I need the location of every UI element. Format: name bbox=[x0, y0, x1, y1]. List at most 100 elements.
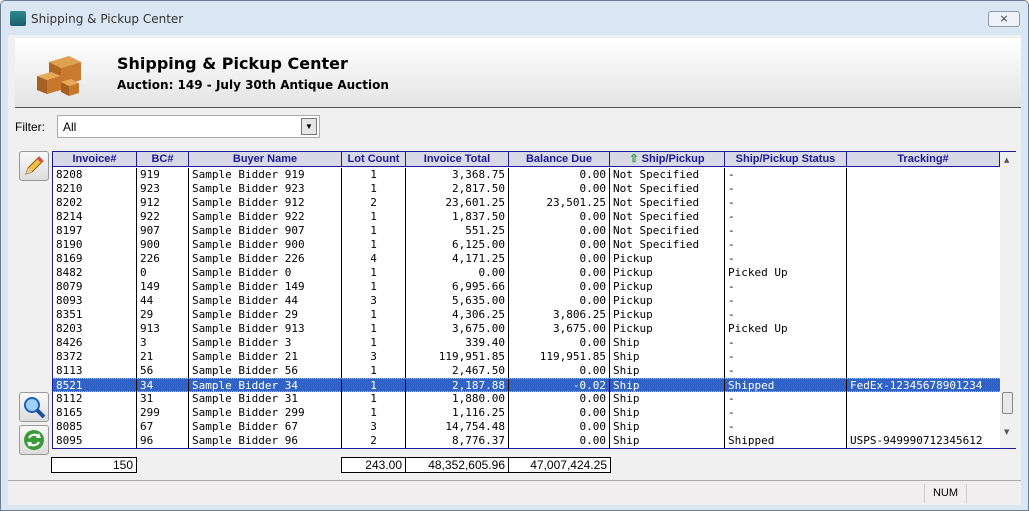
column-header-bc[interactable]: BC# bbox=[137, 152, 189, 167]
scroll-thumb[interactable] bbox=[1002, 392, 1013, 414]
cell-ship-status: - bbox=[725, 350, 847, 364]
column-header-invoice[interactable]: Invoice# bbox=[53, 152, 137, 167]
table-row[interactable]: 8210 923 Sample Bidder 923 1 2,817.50 0.00 Not… bbox=[53, 182, 1000, 196]
cell-lot-count: 1 bbox=[342, 392, 406, 406]
table-row[interactable]: 8482 0 Sample Bidder 0 1 0.00 0.00 Pickup Picke… bbox=[53, 266, 1000, 280]
table-row[interactable]: 8214 922 Sample Bidder 922 1 1,837.50 0.00 Not… bbox=[53, 210, 1000, 224]
status-bar: NUM bbox=[8, 480, 1021, 504]
table-row[interactable]: 8095 96 Sample Bidder 96 2 8,776.37 0.00 Ship S… bbox=[53, 434, 1000, 448]
table-row[interactable]: 8426 3 Sample Bidder 3 1 339.40 0.00 Ship - bbox=[53, 336, 1000, 350]
cell-buyer: Sample Bidder 149 bbox=[189, 280, 342, 294]
dropdown-arrow-icon[interactable]: ▼ bbox=[301, 118, 317, 135]
column-header-lot-count[interactable]: Lot Count bbox=[342, 152, 406, 167]
cell-ship-pickup: Ship bbox=[610, 420, 725, 434]
cell-invoice: 8372 bbox=[53, 350, 137, 364]
scroll-up-icon[interactable]: ▲ bbox=[1004, 156, 1010, 164]
column-header-ship-status[interactable]: Ship/Pickup Status bbox=[725, 152, 847, 167]
cell-lot-count: 1 bbox=[342, 308, 406, 322]
table-row[interactable]: 8202 912 Sample Bidder 912 2 23,601.25 23,501… bbox=[53, 196, 1000, 210]
cell-buyer: Sample Bidder 34 bbox=[189, 379, 342, 393]
table-row[interactable]: 8197 907 Sample Bidder 907 1 551.25 0.00 Not S… bbox=[53, 224, 1000, 238]
cell-balance-due: 0.00 bbox=[509, 182, 610, 196]
column-header-label: Ship/Pickup bbox=[641, 153, 705, 165]
column-header-label: Ship/Pickup Status bbox=[735, 153, 836, 165]
cell-ship-status: - bbox=[725, 224, 847, 238]
cell-bc: 900 bbox=[137, 238, 189, 252]
table-row[interactable]: 8372 21 Sample Bidder 21 3 119,951.85 119,951… bbox=[53, 350, 1000, 364]
cell-ship-pickup: Pickup bbox=[610, 280, 725, 294]
total-balance: 47,007,424.25 bbox=[508, 457, 611, 473]
table-row[interactable]: 8521 34 Sample Bidder 34 1 2,187.88 -0.02 Ship… bbox=[53, 378, 1000, 393]
table-row[interactable]: 8079 149 Sample Bidder 149 1 6,995.66 0.00 Pic… bbox=[53, 280, 1000, 294]
cell-tracking bbox=[847, 308, 1000, 322]
column-header-buyer[interactable]: Buyer Name bbox=[189, 152, 342, 167]
table-row[interactable]: 8203 913 Sample Bidder 913 1 3,675.00 3,675.0… bbox=[53, 322, 1000, 336]
cell-tracking bbox=[847, 420, 1000, 434]
cell-bc: 56 bbox=[137, 364, 189, 378]
cell-bc: 0 bbox=[137, 266, 189, 280]
table-row[interactable]: 8085 67 Sample Bidder 67 3 14,754.48 0.00 Ship… bbox=[53, 420, 1000, 434]
cell-balance-due: 0.00 bbox=[509, 392, 610, 406]
cell-invoice-total: 6,995.66 bbox=[406, 280, 509, 294]
cell-bc: 149 bbox=[137, 280, 189, 294]
cell-lot-count: 1 bbox=[342, 322, 406, 336]
total-count: 150 bbox=[51, 457, 137, 473]
table-row[interactable]: 8112 31 Sample Bidder 31 1 1,880.00 0.00 Ship - bbox=[53, 392, 1000, 406]
table-row[interactable]: 8113 56 Sample Bidder 56 1 2,467.50 0.00 Ship - bbox=[53, 364, 1000, 378]
total-lot-count: 243.00 bbox=[341, 457, 406, 473]
table-row[interactable]: 8169 226 Sample Bidder 226 4 4,171.25 0.00 Pic… bbox=[53, 252, 1000, 266]
cell-lot-count: 4 bbox=[342, 252, 406, 266]
filter-select[interactable]: All ▼ bbox=[57, 115, 320, 138]
column-header-label: Balance Due bbox=[525, 153, 593, 165]
cell-invoice: 8203 bbox=[53, 322, 137, 336]
table-row[interactable]: 8165 299 Sample Bidder 299 1 1,116.25 0.00 Shi… bbox=[53, 406, 1000, 420]
cell-ship-status: - bbox=[725, 168, 847, 182]
cell-bc: 299 bbox=[137, 406, 189, 420]
cell-ship-status: - bbox=[725, 308, 847, 322]
cell-bc: 919 bbox=[137, 168, 189, 182]
cell-lot-count: 3 bbox=[342, 294, 406, 308]
cell-tracking bbox=[847, 322, 1000, 336]
cell-ship-status: - bbox=[725, 420, 847, 434]
scroll-down-icon[interactable]: ▼ bbox=[1004, 428, 1010, 436]
cell-lot-count: 1 bbox=[342, 210, 406, 224]
table-row[interactable]: 8093 44 Sample Bidder 44 3 5,635.00 0.00 Picku… bbox=[53, 294, 1000, 308]
search-button[interactable] bbox=[19, 392, 49, 422]
refresh-icon bbox=[24, 430, 44, 450]
cell-lot-count: 1 bbox=[342, 364, 406, 378]
table-row[interactable]: 8190 900 Sample Bidder 900 1 6,125.00 0.00 Not… bbox=[53, 238, 1000, 252]
title-bar: Shipping & Pickup Center ⨯ bbox=[1, 1, 1028, 35]
cell-invoice-total: 1,116.25 bbox=[406, 406, 509, 420]
cell-invoice-total: 339.40 bbox=[406, 336, 509, 350]
vertical-scrollbar[interactable]: ▲ ▼ bbox=[1000, 152, 1016, 448]
column-header-balance-due[interactable]: Balance Due bbox=[509, 152, 610, 167]
cell-buyer: Sample Bidder 907 bbox=[189, 224, 342, 238]
app-icon bbox=[10, 11, 26, 26]
cell-bc: 44 bbox=[137, 294, 189, 308]
column-header-ship-pickup[interactable]: ⇧ Ship/Pickup bbox=[610, 152, 725, 167]
cell-ship-status: Picked Up bbox=[725, 266, 847, 280]
column-header-tracking[interactable]: Tracking# bbox=[847, 152, 1000, 167]
cell-ship-pickup: Not Specified bbox=[610, 168, 725, 182]
cell-invoice-total: 3,368.75 bbox=[406, 168, 509, 182]
column-header-invoice-total[interactable]: Invoice Total bbox=[406, 152, 509, 167]
cell-tracking bbox=[847, 350, 1000, 364]
cell-bc: 29 bbox=[137, 308, 189, 322]
edit-button[interactable] bbox=[19, 151, 49, 181]
cell-buyer: Sample Bidder 912 bbox=[189, 196, 342, 210]
close-button[interactable]: ⨯ bbox=[988, 11, 1020, 27]
cell-tracking bbox=[847, 294, 1000, 308]
refresh-button[interactable] bbox=[19, 425, 49, 455]
cell-ship-status: - bbox=[725, 406, 847, 420]
cell-balance-due: 0.00 bbox=[509, 266, 610, 280]
table-row[interactable]: 8208 919 Sample Bidder 919 1 3,368.75 0.00 Not… bbox=[53, 168, 1000, 182]
grid-header: Invoice# BC# Buyer Name Lot Count Invoice To… bbox=[53, 152, 1000, 167]
cell-bc: 226 bbox=[137, 252, 189, 266]
invoice-grid: Invoice# BC# Buyer Name Lot Count Invoice To… bbox=[52, 151, 1016, 449]
cell-ship-pickup: Not Specified bbox=[610, 182, 725, 196]
table-row[interactable]: 8351 29 Sample Bidder 29 1 4,306.25 3,806.25 P… bbox=[53, 308, 1000, 322]
cell-tracking: FedEx-12345678901234 bbox=[850, 379, 983, 392]
cell-balance-due: 0.00 bbox=[509, 168, 610, 182]
cell-invoice: 8113 bbox=[53, 364, 137, 378]
